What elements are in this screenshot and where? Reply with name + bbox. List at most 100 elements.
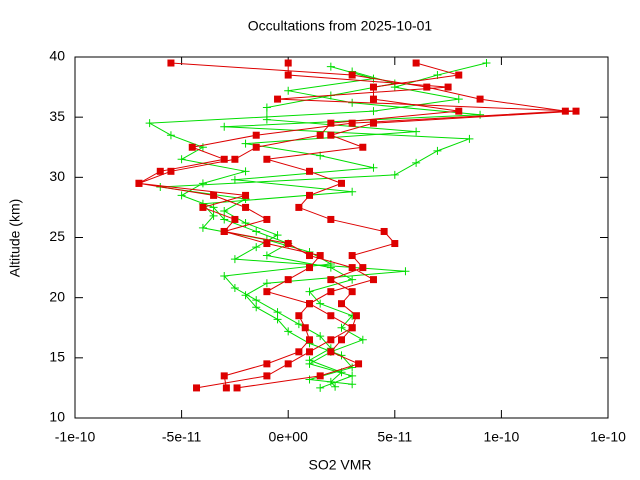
y-tick-label: 25	[49, 228, 65, 244]
point-marker	[454, 95, 463, 104]
point-marker	[423, 83, 431, 91]
point-marker	[455, 71, 463, 79]
point-marker	[210, 191, 218, 199]
point-marker	[401, 267, 410, 276]
point-marker	[352, 312, 360, 320]
plot-border	[74, 56, 609, 419]
point-marker	[482, 59, 491, 68]
point-marker	[326, 62, 335, 71]
point-marker	[369, 107, 378, 116]
point-marker	[331, 382, 340, 391]
point-marker	[316, 252, 324, 260]
point-marker	[230, 284, 239, 293]
point-marker	[273, 308, 282, 317]
point-marker	[220, 122, 229, 131]
series-line	[138, 62, 459, 389]
point-marker	[177, 191, 186, 200]
point-marker	[230, 175, 239, 184]
series-line	[236, 63, 577, 389]
point-marker	[295, 348, 303, 356]
point-marker	[305, 356, 314, 365]
point-marker	[252, 131, 260, 139]
point-marker	[166, 131, 175, 140]
point-marker	[220, 372, 228, 380]
x-axis-label: SO2 VMR	[308, 457, 371, 473]
point-marker	[369, 83, 377, 91]
point-marker	[348, 380, 357, 389]
point-marker	[476, 95, 484, 103]
x-tick-label: 5e-11	[377, 429, 412, 445]
point-marker	[263, 360, 271, 368]
y-tick-label: 20	[49, 288, 65, 304]
point-marker	[241, 291, 250, 300]
point-marker	[156, 167, 164, 175]
point-marker	[316, 372, 324, 380]
point-marker	[199, 203, 207, 211]
point-marker	[177, 155, 186, 164]
point-marker	[167, 167, 175, 175]
point-marker	[348, 363, 357, 372]
point-marker	[284, 59, 292, 67]
point-marker	[348, 119, 356, 127]
point-marker	[263, 372, 271, 380]
point-marker	[284, 276, 292, 284]
point-marker	[358, 335, 367, 344]
point-marker	[455, 107, 463, 115]
point-marker	[230, 255, 239, 264]
point-marker	[433, 146, 442, 155]
point-marker	[222, 384, 230, 392]
point-marker	[348, 71, 356, 79]
point-marker	[233, 384, 241, 392]
y-tick-label: 35	[49, 108, 65, 124]
point-marker	[252, 243, 261, 252]
point-marker	[301, 324, 309, 332]
point-marker	[242, 191, 250, 199]
y-tick-label: 40	[49, 48, 65, 64]
point-marker	[348, 288, 356, 296]
point-marker	[348, 275, 357, 284]
point-marker	[193, 384, 201, 392]
y-tick-label: 10	[49, 409, 65, 425]
point-marker	[198, 223, 207, 232]
point-marker	[465, 134, 474, 143]
point-marker	[220, 155, 228, 163]
x-tick-label: 1e-10	[590, 429, 626, 445]
point-marker	[231, 155, 239, 163]
point-marker	[355, 360, 363, 368]
point-marker	[327, 119, 335, 127]
point-marker	[348, 371, 357, 380]
point-marker	[327, 312, 335, 320]
point-marker	[412, 59, 420, 67]
point-marker	[327, 336, 335, 344]
point-marker	[380, 227, 388, 235]
point-marker	[326, 377, 335, 386]
point-marker	[262, 279, 271, 288]
point-marker	[327, 215, 335, 223]
point-marker	[305, 287, 314, 296]
point-marker	[252, 296, 261, 305]
point-marker	[348, 324, 356, 332]
point-marker	[338, 300, 345, 308]
point-marker	[476, 110, 485, 119]
point-marker	[262, 251, 271, 260]
point-marker	[337, 323, 346, 332]
point-marker	[167, 59, 175, 67]
chart-title: Occultations from 2025-10-01	[248, 18, 433, 34]
point-marker	[273, 315, 282, 324]
point-marker	[284, 71, 292, 79]
point-marker	[359, 143, 367, 151]
point-marker	[306, 167, 314, 175]
point-marker	[327, 288, 335, 296]
point-marker	[252, 303, 261, 312]
point-marker	[284, 360, 292, 368]
point-marker	[369, 163, 378, 172]
point-marker	[327, 348, 335, 356]
point-marker	[145, 119, 154, 128]
point-marker	[284, 86, 293, 95]
point-marker	[220, 227, 228, 235]
point-marker	[284, 327, 293, 336]
point-marker	[198, 179, 207, 188]
point-marker	[316, 131, 324, 139]
